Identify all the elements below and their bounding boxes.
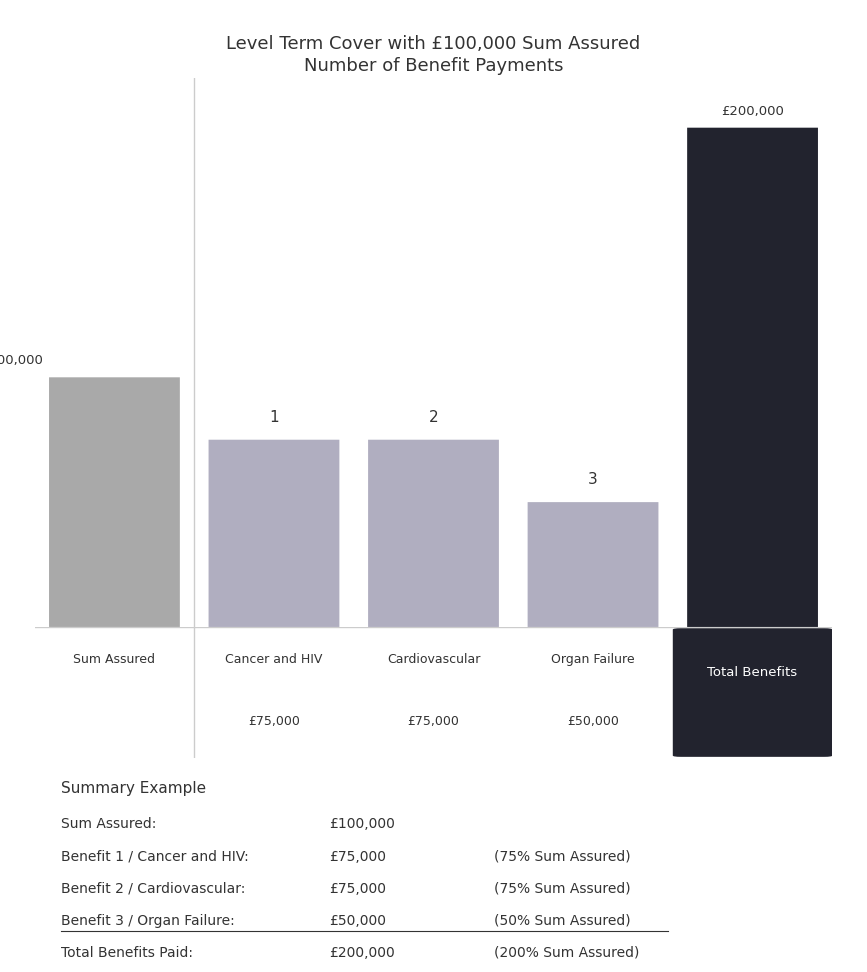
Text: 3: 3	[588, 472, 598, 487]
Text: Benefit 1 / Cancer and HIV:: Benefit 1 / Cancer and HIV:	[61, 850, 249, 863]
Text: Cancer and HIV: Cancer and HIV	[225, 653, 323, 666]
Text: Number of Benefit Payments: Number of Benefit Payments	[303, 57, 564, 75]
Text: Summary Example: Summary Example	[61, 781, 205, 795]
Text: £75,000: £75,000	[248, 715, 300, 728]
Text: Level Term Cover with £100,000 Sum Assured: Level Term Cover with £100,000 Sum Assur…	[226, 35, 641, 52]
Text: Benefit 3 / Organ Failure:: Benefit 3 / Organ Failure:	[61, 914, 234, 927]
Text: (75% Sum Assured): (75% Sum Assured)	[494, 850, 631, 863]
Text: £75,000: £75,000	[329, 850, 387, 863]
Text: Organ Failure: Organ Failure	[551, 653, 635, 666]
FancyBboxPatch shape	[368, 439, 499, 627]
Text: Sum Assured:: Sum Assured:	[61, 817, 156, 831]
FancyBboxPatch shape	[673, 628, 832, 757]
Text: (50% Sum Assured): (50% Sum Assured)	[494, 914, 631, 927]
Text: £50,000: £50,000	[567, 715, 619, 728]
Text: £75,000: £75,000	[329, 882, 387, 895]
Text: 2: 2	[428, 410, 439, 425]
Text: £75,000: £75,000	[407, 715, 460, 728]
Text: Benefit 2 / Cardiovascular:: Benefit 2 / Cardiovascular:	[61, 882, 245, 895]
Text: £200,000: £200,000	[329, 946, 395, 959]
Text: £50,000: £50,000	[329, 914, 387, 927]
Text: (75% Sum Assured): (75% Sum Assured)	[494, 882, 631, 895]
FancyBboxPatch shape	[209, 439, 339, 627]
Text: (200% Sum Assured): (200% Sum Assured)	[494, 946, 640, 959]
Text: Total Benefits Paid:: Total Benefits Paid:	[61, 946, 192, 959]
Text: £200,000: £200,000	[721, 105, 784, 118]
Text: Cardiovascular: Cardiovascular	[387, 653, 480, 666]
Text: Sum Assured: Sum Assured	[74, 653, 155, 666]
Text: 1: 1	[269, 410, 279, 425]
FancyBboxPatch shape	[528, 503, 658, 627]
FancyBboxPatch shape	[49, 377, 179, 627]
Text: Total Benefits: Total Benefits	[707, 667, 798, 679]
Text: £100,000: £100,000	[0, 355, 42, 367]
Text: £100,000: £100,000	[329, 817, 395, 831]
FancyBboxPatch shape	[688, 127, 818, 627]
